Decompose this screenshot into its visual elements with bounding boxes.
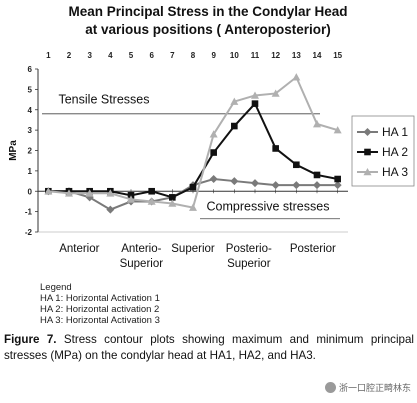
legend-label-ha1: HA 1 [382,125,408,139]
chart-annotations: Tensile Stresses Compressive stresses [42,93,340,220]
chart-title-line: at various positions ( Anteroposterior) [85,22,331,37]
y-tick-label: -2 [25,228,33,237]
y-tick-label: 5 [28,85,33,94]
data-point-ha1 [313,181,321,190]
data-point-ha2 [251,100,259,107]
x-tick-label: 9 [211,51,216,60]
data-point-ha1 [209,175,218,184]
data-point-ha3 [189,203,197,211]
data-point-ha1 [106,205,115,214]
y-tick-label: 2 [28,147,33,156]
data-point-ha3 [251,91,259,99]
legend-notes-heading: Legend [40,282,72,293]
y-tick-label: 1 [28,167,33,176]
data-point-ha3 [271,89,280,97]
x-tick-label: 4 [108,51,113,60]
data-point-ha2 [127,192,135,199]
chart-legend: HA 1 HA 2 HA 3 [351,115,415,187]
data-point-ha2 [148,187,155,195]
data-point-ha1 [271,181,280,190]
chart: Mean Principal Stress in the Condylar He… [8,4,415,270]
data-point-ha3 [230,97,239,105]
position-label: Posterio- [226,243,272,255]
position-label: Anterio- [121,243,161,255]
position-label: Anterior [59,243,99,255]
data-point-ha2 [169,194,176,201]
data-point-ha2 [210,149,217,156]
data-point-ha3 [85,189,94,197]
position-labels: Anterior Anterio- Superior Superior Posterio… [59,243,336,270]
data-point-ha3 [65,189,73,197]
x-tick-label: 2 [67,51,72,60]
watermark: 浙一口腔正畸林东 [324,381,411,394]
legend-label-ha2: HA 2 [382,145,408,159]
compressive-annotation: Compressive stresses [207,200,330,214]
chart-title-line: Mean Principal Stress in the Condylar He… [68,4,347,19]
legend-note-ha3: HA 3: Horizontal Activation 3 [40,315,160,326]
data-point-ha1 [292,181,301,190]
y-tick-label: -1 [25,208,33,217]
data-point-ha2 [293,161,300,169]
x-tick-label: 10 [230,51,239,60]
data-point-ha2 [189,183,197,191]
x-tick-label: 6 [149,51,154,60]
x-tick-label: 1 [46,51,51,60]
y-axis-label: MPa [8,140,19,161]
y-tick-label: 4 [28,106,33,115]
data-point-ha3 [168,199,177,207]
position-label: Posterior [290,243,336,255]
data-point-ha2 [231,122,238,130]
data-point-ha2 [313,171,321,179]
caption-text: Stress contour plots showing maximum and… [4,333,414,362]
x-tick-label: 14 [313,51,322,60]
data-point-ha1 [230,177,239,186]
x-tick-label: 3 [87,51,92,60]
legend-notes: Legend HA 1: Horizontal Activation 1 HA … [40,282,160,326]
wechat-logo-icon [324,382,336,393]
position-label: Superior [120,258,164,270]
figure-caption: Figure 7. Stress contour plots showing m… [4,332,414,363]
watermark-text: 浙一口腔正畸林东 [338,383,411,393]
legend-marker-ha3 [363,168,372,176]
tensile-annotation: Tensile Stresses [58,93,149,107]
legend-label-ha3: HA 3 [382,165,408,179]
data-point-ha2 [334,175,341,183]
data-point-ha3 [44,187,53,195]
data-point-ha1 [333,181,342,190]
x-tick-label: 5 [129,51,134,60]
legend-marker-ha1 [363,128,372,136]
y-tick-label: 0 [28,187,33,196]
data-point-ha3 [147,197,156,205]
legend-note-ha2: HA 2: Horizontal activation 2 [40,304,160,315]
data-point-ha3 [127,195,135,203]
position-label: Superior [227,258,271,270]
legend-note-ha1: HA 1: Horizontal Activation 1 [40,293,160,304]
legend-marker-ha2 [364,148,371,156]
x-tick-label: 11 [251,51,260,60]
x-tick-label: 8 [191,51,196,60]
data-point-ha3 [209,130,218,138]
data-point-ha2 [272,145,279,152]
y-tick-label: 6 [28,65,33,74]
data-point-ha3 [313,120,321,128]
data-point-ha3 [106,189,115,197]
x-tick-label: 13 [292,51,301,60]
data-point-ha3 [292,73,301,81]
y-tick-label: 3 [28,126,33,135]
chart-series [44,73,342,214]
x-tick-label: 15 [333,51,342,60]
position-label: Superior [171,243,215,255]
data-point-ha1 [251,179,259,188]
x-tick-label: 7 [170,51,175,60]
chart-title: Mean Principal Stress in the Condylar He… [68,4,347,37]
caption-label: Figure 7. [4,333,57,346]
x-tick-label: 12 [271,51,280,60]
data-point-ha3 [333,126,342,134]
